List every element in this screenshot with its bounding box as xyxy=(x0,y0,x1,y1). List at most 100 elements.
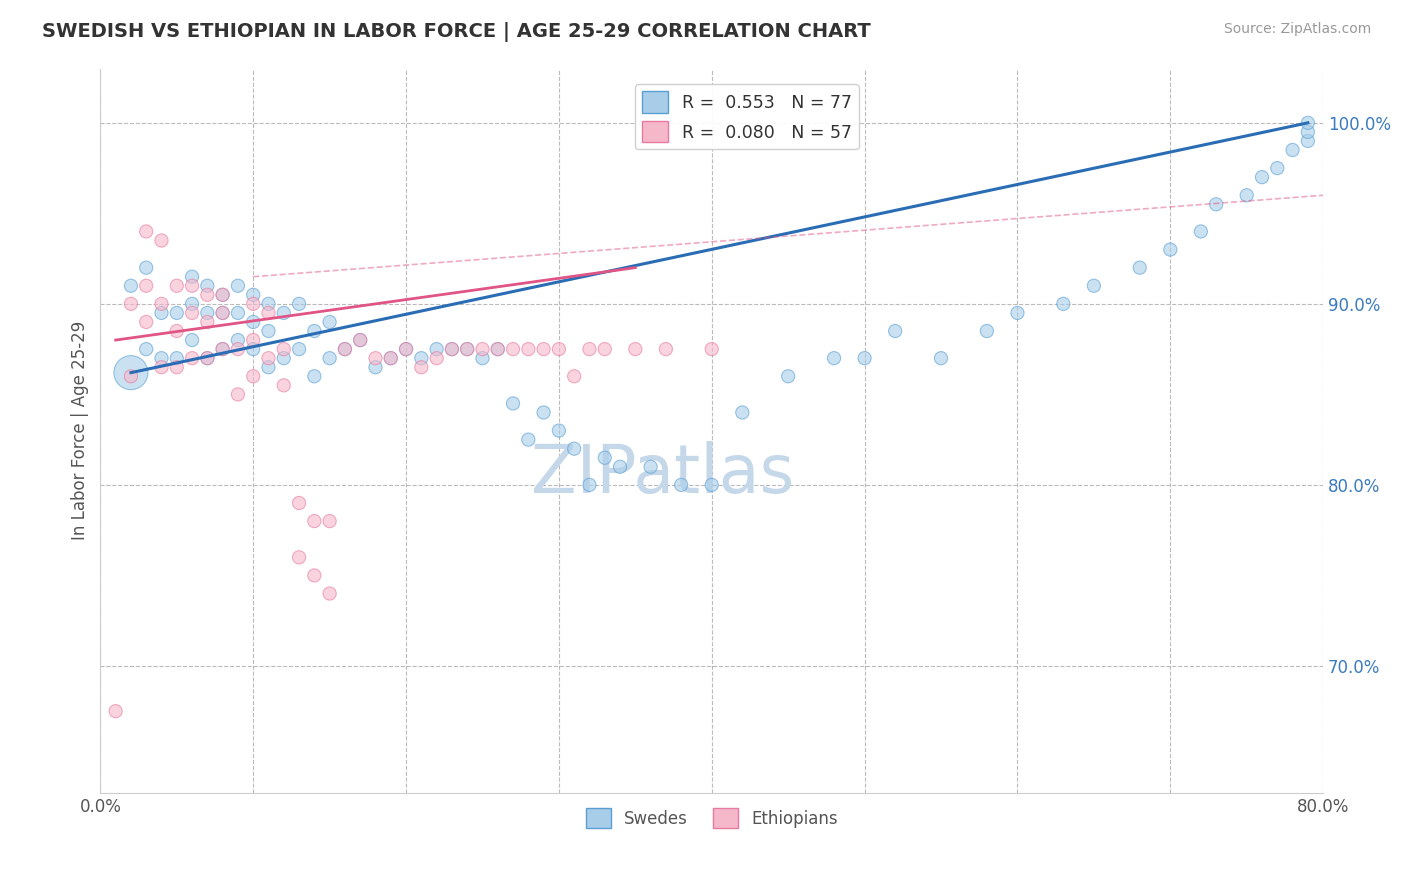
Y-axis label: In Labor Force | Age 25-29: In Labor Force | Age 25-29 xyxy=(72,321,89,541)
Point xyxy=(1251,170,1274,185)
Point xyxy=(1281,143,1303,157)
Point xyxy=(1296,134,1319,148)
Point xyxy=(609,459,631,474)
Point xyxy=(562,369,585,384)
Point xyxy=(456,342,478,356)
Point xyxy=(669,478,692,492)
Point xyxy=(578,478,600,492)
Point xyxy=(486,342,509,356)
Point xyxy=(181,333,204,347)
Point xyxy=(380,351,402,366)
Point xyxy=(395,342,418,356)
Point xyxy=(226,306,249,320)
Point xyxy=(288,342,311,356)
Point xyxy=(1083,278,1105,293)
Point xyxy=(120,278,142,293)
Point xyxy=(395,342,418,356)
Point xyxy=(1236,188,1258,202)
Text: ZIPatlas: ZIPatlas xyxy=(531,441,794,507)
Point xyxy=(242,369,264,384)
Point xyxy=(288,297,311,311)
Point xyxy=(273,378,295,392)
Point xyxy=(242,333,264,347)
Point xyxy=(195,315,218,329)
Point xyxy=(1129,260,1152,275)
Point xyxy=(884,324,907,338)
Point xyxy=(166,360,188,375)
Point xyxy=(195,278,218,293)
Point xyxy=(929,351,952,366)
Point xyxy=(593,342,616,356)
Point xyxy=(304,369,326,384)
Point xyxy=(257,306,280,320)
Point xyxy=(502,396,524,410)
Point xyxy=(135,315,157,329)
Point xyxy=(318,315,340,329)
Point xyxy=(304,568,326,582)
Point xyxy=(533,405,555,419)
Point xyxy=(1052,297,1074,311)
Point xyxy=(1296,125,1319,139)
Point xyxy=(195,351,218,366)
Point xyxy=(150,234,173,248)
Point xyxy=(471,351,494,366)
Legend: Swedes, Ethiopians: Swedes, Ethiopians xyxy=(579,801,845,835)
Point xyxy=(700,342,723,356)
Point xyxy=(257,351,280,366)
Point xyxy=(288,496,311,510)
Point xyxy=(700,478,723,492)
Text: SWEDISH VS ETHIOPIAN IN LABOR FORCE | AGE 25-29 CORRELATION CHART: SWEDISH VS ETHIOPIAN IN LABOR FORCE | AG… xyxy=(42,22,870,42)
Point xyxy=(150,297,173,311)
Point xyxy=(364,351,387,366)
Point xyxy=(211,306,233,320)
Point xyxy=(181,269,204,284)
Point xyxy=(195,288,218,302)
Point xyxy=(1189,224,1212,238)
Point xyxy=(135,224,157,238)
Point xyxy=(318,514,340,528)
Point xyxy=(135,278,157,293)
Point xyxy=(150,306,173,320)
Point xyxy=(1296,116,1319,130)
Point xyxy=(411,351,433,366)
Point xyxy=(823,351,845,366)
Point xyxy=(517,342,540,356)
Point xyxy=(242,315,264,329)
Point xyxy=(624,342,647,356)
Point xyxy=(1265,161,1288,175)
Point xyxy=(257,297,280,311)
Point xyxy=(1007,306,1029,320)
Point xyxy=(150,360,173,375)
Point xyxy=(181,351,204,366)
Point xyxy=(486,342,509,356)
Point xyxy=(226,342,249,356)
Point xyxy=(548,424,571,438)
Point xyxy=(211,288,233,302)
Point xyxy=(426,351,449,366)
Point xyxy=(593,450,616,465)
Point xyxy=(440,342,463,356)
Point xyxy=(135,260,157,275)
Point xyxy=(533,342,555,356)
Point xyxy=(440,342,463,356)
Point xyxy=(242,342,264,356)
Point xyxy=(211,306,233,320)
Point xyxy=(273,306,295,320)
Point xyxy=(349,333,371,347)
Point xyxy=(471,342,494,356)
Point xyxy=(226,278,249,293)
Point xyxy=(120,297,142,311)
Point xyxy=(640,459,662,474)
Point xyxy=(548,342,571,356)
Point xyxy=(166,278,188,293)
Point xyxy=(242,288,264,302)
Point xyxy=(195,351,218,366)
Point xyxy=(562,442,585,456)
Point xyxy=(166,324,188,338)
Point xyxy=(426,342,449,356)
Point xyxy=(135,342,157,356)
Point xyxy=(273,342,295,356)
Point xyxy=(778,369,800,384)
Point xyxy=(304,324,326,338)
Point xyxy=(273,351,295,366)
